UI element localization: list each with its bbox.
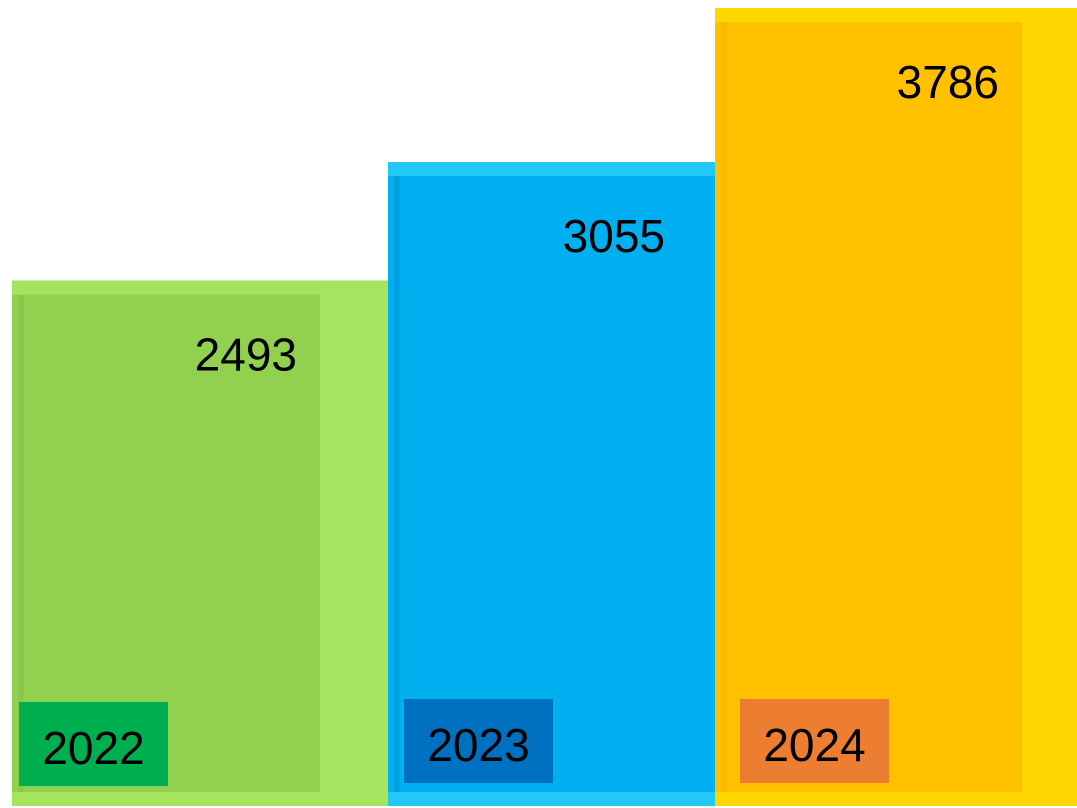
bars-layer: 2493 2022 3055 2023 3786 2024 <box>12 8 1077 807</box>
value-label-2024: 3786 <box>897 56 999 108</box>
bar-left-shade-2022 <box>18 294 24 792</box>
year-badge-2024 <box>740 699 889 783</box>
bar-side-band-2022 <box>320 280 388 807</box>
bar-group-2023: 3055 2023 <box>388 162 715 807</box>
bar-side-band-2024 <box>1022 8 1077 806</box>
bar-group-2022: 2493 2022 <box>12 280 388 807</box>
bar-2024 <box>715 8 1077 806</box>
bar-bottom-bevel-2022 <box>12 792 388 806</box>
bar-bottom-bevel-2024 <box>715 792 1077 806</box>
bar-top-bevel-2023 <box>388 162 715 177</box>
year-badge-2023 <box>404 699 553 783</box>
bar-bottom-bevel-2023 <box>388 792 715 806</box>
year-badge-2022 <box>19 702 168 786</box>
category-label-2022: 2022 <box>42 722 144 774</box>
bar-top-bevel-2022 <box>12 280 388 295</box>
bar-left-shade-2024 <box>721 22 727 792</box>
bar-left-shade-2023 <box>394 176 400 793</box>
bar-group-2024: 3786 2024 <box>715 8 1077 806</box>
category-label-2024: 2024 <box>763 719 865 771</box>
bar-2023 <box>388 162 715 807</box>
category-label-2023: 2023 <box>427 719 529 771</box>
bar-top-bevel-2024 <box>715 8 1077 22</box>
value-label-2023: 3055 <box>563 210 665 262</box>
value-label-2022: 2493 <box>195 329 297 381</box>
